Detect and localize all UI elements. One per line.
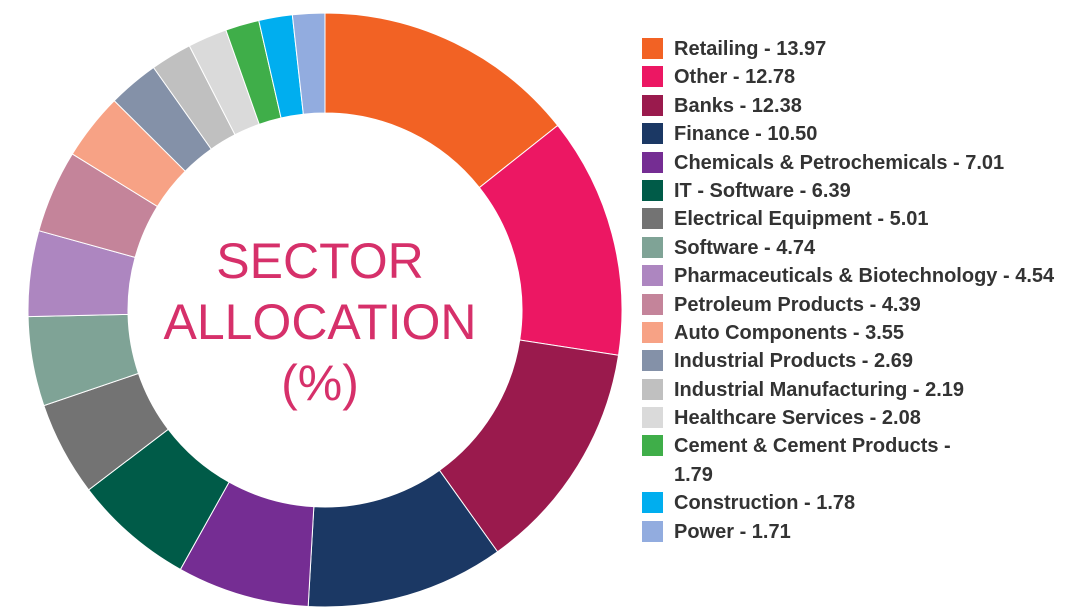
legend-swatch <box>642 265 663 287</box>
legend-item: Industrial Products - 2.69 <box>642 347 1082 375</box>
legend-label: Construction - 1.78 <box>674 492 856 515</box>
donut-slice-power <box>291 12 326 115</box>
legend-item: Electrical Equipment - 5.01 <box>642 205 1082 233</box>
legend-label: Petroleum Products - 4.39 <box>674 293 921 316</box>
legend-label: Industrial Manufacturing - 2.19 <box>674 378 965 401</box>
legend-item: Construction - 1.78 <box>642 489 1082 517</box>
legend-label: Finance - 10.50 <box>674 123 818 146</box>
legend-swatch <box>642 123 663 145</box>
chart-title-line-3: (%) <box>281 355 359 411</box>
legend-swatch <box>642 350 663 372</box>
legend-label: Power - 1.71 <box>674 520 791 543</box>
legend-label: Industrial Products - 2.69 <box>674 350 913 373</box>
legend-swatch <box>642 378 663 400</box>
legend-swatch <box>642 66 663 88</box>
donut-chart: SECTOR ALLOCATION (%) <box>27 12 623 608</box>
legend-label: Other - 12.78 <box>674 66 796 89</box>
chart-title-line-1: SECTOR <box>216 233 423 289</box>
legend-label: Cement & Cement Products - 1.79 <box>674 435 951 486</box>
legend-item: Healthcare Services - 2.08 <box>642 404 1082 432</box>
legend-swatch <box>642 151 663 173</box>
legend-swatch <box>642 321 663 343</box>
legend-item: Retailing - 13.97 <box>642 35 1082 63</box>
legend-item: Auto Components - 3.55 <box>642 319 1082 347</box>
legend-swatch <box>642 435 663 457</box>
chart-legend: Retailing - 13.97 Other - 12.78 Banks - 12… <box>642 35 1082 546</box>
chart-title-line-2: ALLOCATION <box>163 294 476 350</box>
legend-label: Retailing - 13.97 <box>674 38 827 60</box>
legend-item: IT - Software - 6.39 <box>642 177 1082 205</box>
legend-item: Petroleum Products - 4.39 <box>642 291 1082 319</box>
donut-slices <box>27 12 623 608</box>
legend-swatch <box>642 179 663 201</box>
legend-label: Electrical Equipment - 5.01 <box>674 208 929 231</box>
legend-swatch <box>642 94 663 116</box>
legend-swatch <box>642 293 663 315</box>
legend-item: Chemicals & Petrochemicals - 7.01 <box>642 149 1082 177</box>
legend-item: Finance - 10.50 <box>642 120 1082 148</box>
legend-item: Software - 4.74 <box>642 234 1082 262</box>
legend-label: Software - 4.74 <box>674 236 816 259</box>
legend-item: Other - 12.78 <box>642 63 1082 91</box>
legend-label: Auto Components - 3.55 <box>674 321 905 344</box>
legend-swatch <box>642 236 663 258</box>
legend-item: Pharmaceuticals & Biotechnology - 4.54 <box>642 262 1082 290</box>
legend-swatch <box>642 208 663 230</box>
legend-item: Banks - 12.38 <box>642 92 1082 120</box>
legend-swatch <box>642 520 663 542</box>
legend-item: Industrial Manufacturing - 2.19 <box>642 376 1082 404</box>
legend-label: Healthcare Services - 2.08 <box>674 407 921 430</box>
legend-swatch <box>642 407 663 429</box>
legend-swatch <box>642 492 663 514</box>
legend-label: Pharmaceuticals & Biotechnology - 4.54 <box>674 265 1055 288</box>
legend-label: IT - Software - 6.39 <box>674 179 851 202</box>
legend-label: Banks - 12.38 <box>674 94 802 117</box>
legend-item: Cement & Cement Products - 1.79 <box>642 432 1082 489</box>
legend-swatch <box>642 38 663 59</box>
legend-item: Power - 1.71 <box>642 518 1082 546</box>
legend-label: Chemicals & Petrochemicals - 7.01 <box>674 151 1005 174</box>
